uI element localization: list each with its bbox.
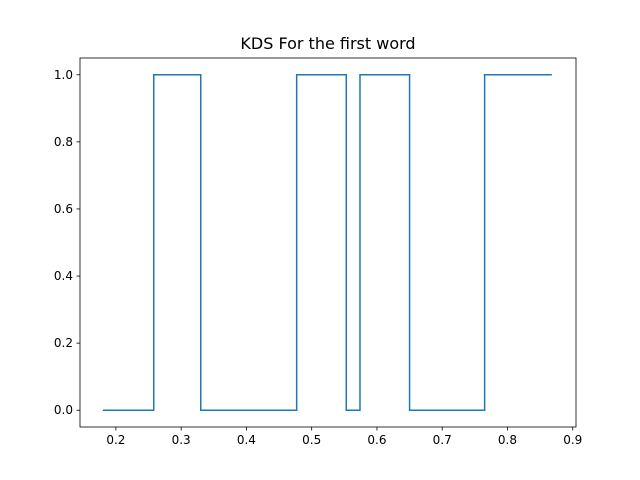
y-tick-label: 0.8 — [54, 135, 73, 149]
y-tick-label: 1.0 — [54, 68, 73, 82]
y-axis: 0.0 0.2 0.4 0.6 0.8 1.0 — [54, 68, 80, 417]
x-tick-label: 0.4 — [237, 433, 256, 447]
x-tick-label: 0.2 — [106, 433, 125, 447]
y-tick-label: 0.0 — [54, 403, 73, 417]
chart-title: KDS For the first word — [240, 34, 415, 53]
y-tick-label: 0.2 — [54, 336, 73, 350]
plot-area — [79, 57, 577, 428]
y-tick-label: 0.6 — [54, 202, 73, 216]
series-line-0 — [102, 74, 552, 411]
x-tick-label: 0.9 — [563, 433, 582, 447]
y-tick-label: 0.4 — [54, 269, 73, 283]
x-axis: 0.2 0.3 0.4 0.5 0.6 0.7 0.8 0.9 — [106, 427, 582, 447]
x-tick-label: 0.7 — [433, 433, 452, 447]
x-tick-label: 0.8 — [498, 433, 517, 447]
x-tick-label: 0.3 — [172, 433, 191, 447]
axes-frame — [79, 57, 577, 428]
x-tick-label: 0.6 — [367, 433, 386, 447]
x-tick-label: 0.5 — [302, 433, 321, 447]
